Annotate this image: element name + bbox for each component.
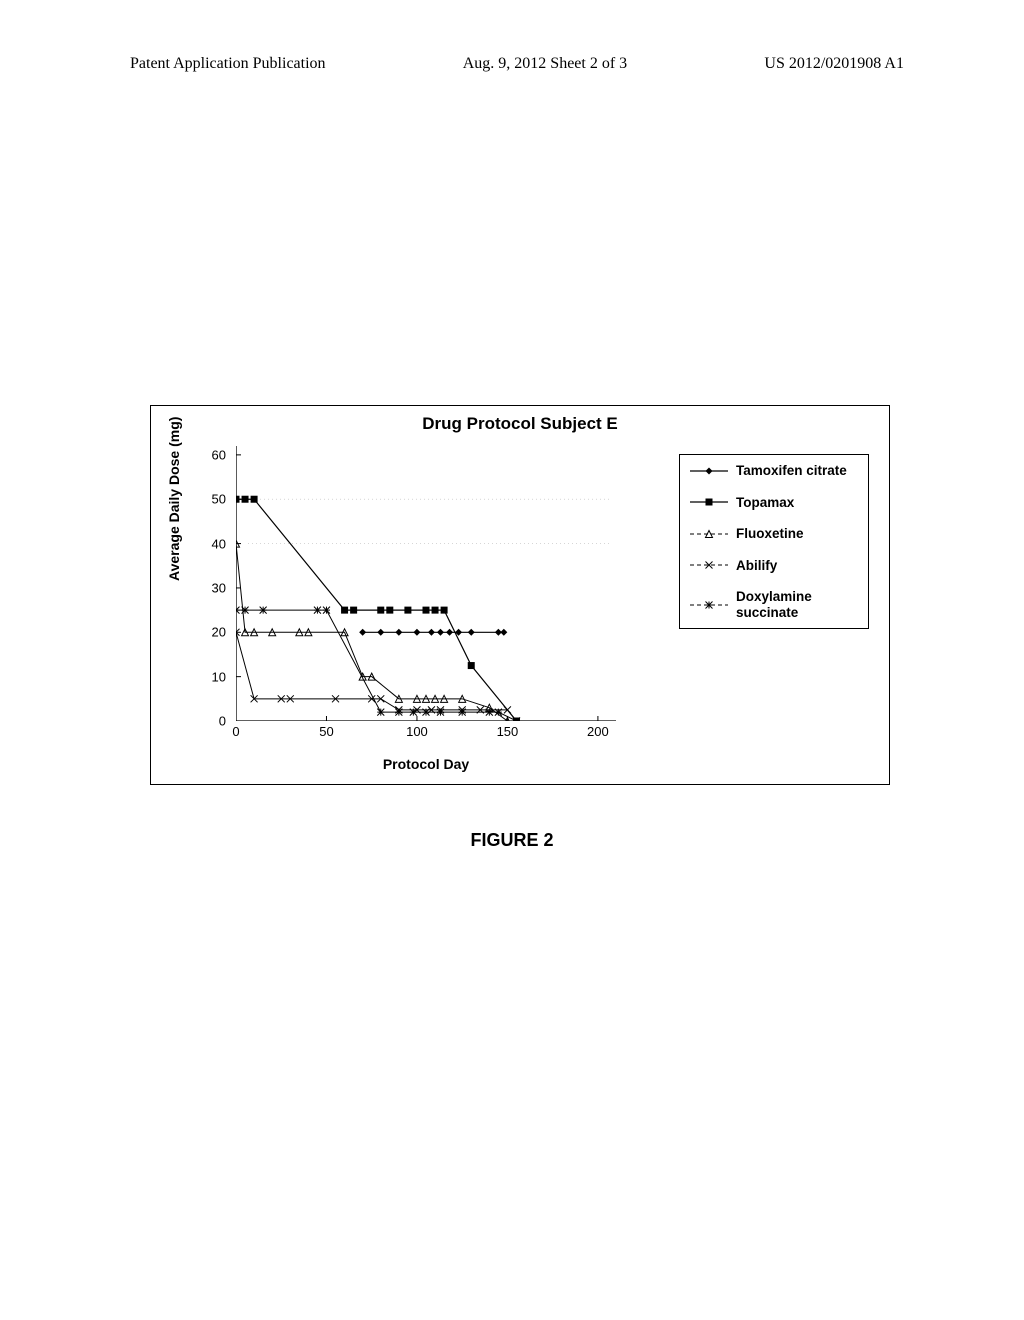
figure-caption: FIGURE 2 bbox=[0, 830, 1024, 851]
y-tick: 50 bbox=[196, 492, 226, 507]
x-axis-label: Protocol Day bbox=[236, 756, 616, 772]
legend-item: Tamoxifen citrate bbox=[680, 455, 868, 487]
y-tick: 30 bbox=[196, 580, 226, 595]
y-tick: 60 bbox=[196, 447, 226, 462]
legend-label: Fluoxetine bbox=[736, 526, 804, 542]
legend-item: Doxylamine succinate bbox=[680, 581, 868, 628]
chart-title: Drug Protocol Subject E bbox=[151, 414, 889, 434]
y-axis-label: Average Daily Dose (mg) bbox=[166, 417, 182, 581]
x-tick: 50 bbox=[319, 724, 333, 739]
chart-plot bbox=[236, 446, 616, 721]
legend-label: Topamax bbox=[736, 495, 794, 511]
x-tick: 100 bbox=[406, 724, 428, 739]
y-tick: 40 bbox=[196, 536, 226, 551]
x-tick: 200 bbox=[587, 724, 609, 739]
y-tick: 0 bbox=[196, 714, 226, 729]
x-tick: 150 bbox=[497, 724, 519, 739]
legend-item: Fluoxetine bbox=[680, 518, 868, 550]
chart-legend: Tamoxifen citrate Topamax Fluoxetine Abilif… bbox=[679, 454, 869, 629]
figure-container: Drug Protocol Subject E Average Daily Do… bbox=[150, 405, 890, 785]
header-center: Aug. 9, 2012 Sheet 2 of 3 bbox=[463, 55, 627, 73]
legend-item: Abilify bbox=[680, 550, 868, 582]
header-right: US 2012/0201908 A1 bbox=[764, 55, 904, 73]
legend-label: Tamoxifen citrate bbox=[736, 463, 847, 479]
page-header: Patent Application Publication Aug. 9, 2… bbox=[0, 55, 1024, 73]
y-tick: 20 bbox=[196, 625, 226, 640]
legend-item: Topamax bbox=[680, 487, 868, 519]
header-left: Patent Application Publication bbox=[130, 55, 326, 73]
y-tick: 10 bbox=[196, 669, 226, 684]
x-tick: 0 bbox=[232, 724, 239, 739]
legend-label: Doxylamine succinate bbox=[736, 589, 860, 620]
legend-label: Abilify bbox=[736, 558, 777, 574]
